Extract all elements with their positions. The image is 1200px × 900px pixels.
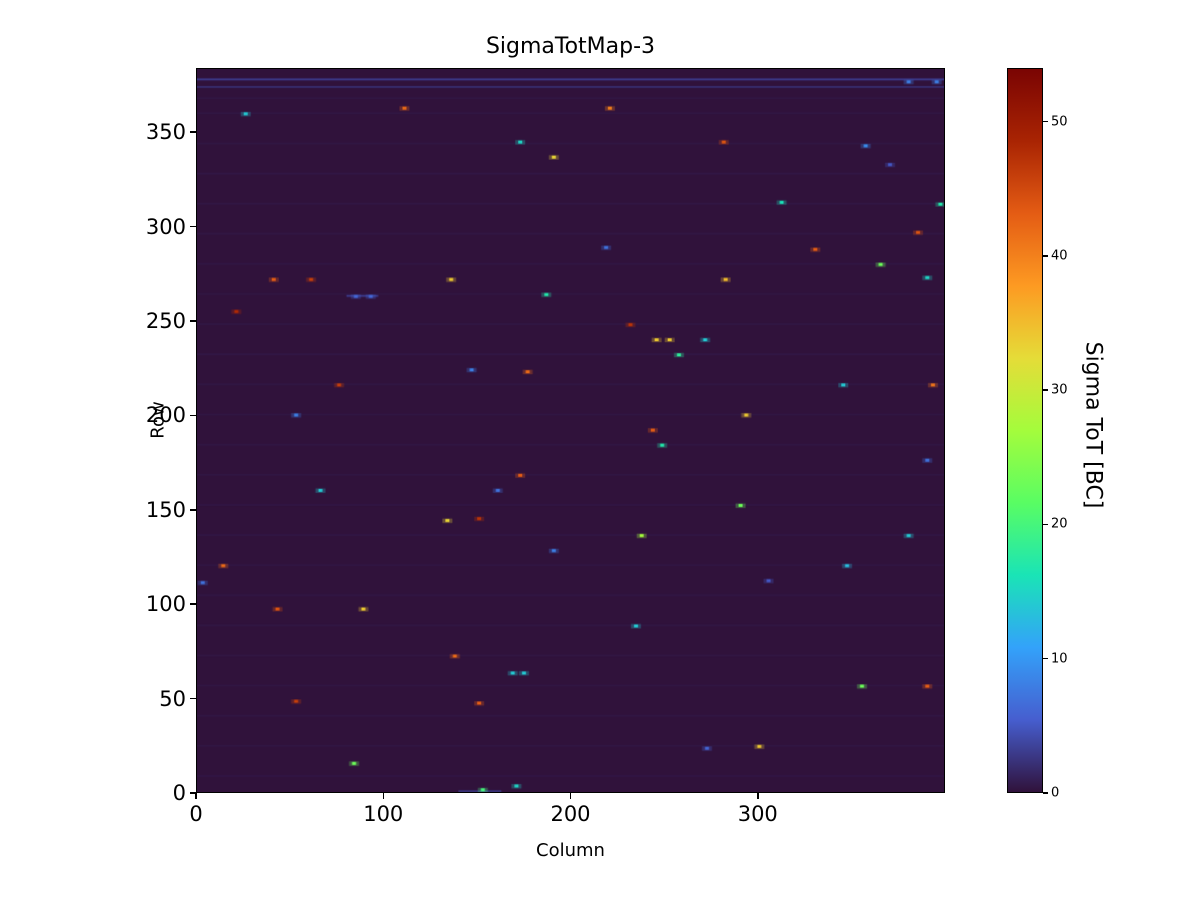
colorbar-tick-mark bbox=[1043, 255, 1048, 257]
colorbar-tick-label: 10 bbox=[1051, 651, 1068, 667]
heatmap-canvas bbox=[197, 69, 944, 792]
y-tick-mark bbox=[190, 131, 196, 133]
heatmap-plot bbox=[196, 68, 945, 793]
y-tick-mark bbox=[190, 320, 196, 322]
colorbar-tick-mark bbox=[1043, 792, 1048, 794]
y-tick-mark bbox=[190, 603, 196, 605]
y-tick-label: 300 bbox=[145, 214, 186, 239]
colorbar-tick-label: 30 bbox=[1051, 382, 1068, 398]
colorbar-tick-label: 20 bbox=[1051, 516, 1068, 532]
y-tick-mark bbox=[190, 414, 196, 417]
colorbar-tick-label: 0 bbox=[1051, 785, 1060, 801]
y-tick-mark bbox=[190, 697, 196, 700]
y-tick-mark bbox=[190, 225, 196, 228]
x-tick-mark bbox=[569, 793, 572, 799]
x-tick-mark bbox=[382, 793, 384, 799]
y-tick-mark bbox=[190, 792, 196, 794]
x-tick-label: 200 bbox=[550, 802, 591, 826]
colorbar bbox=[1007, 68, 1043, 793]
colorbar-tick-label: 50 bbox=[1051, 114, 1068, 130]
colorbar-tick-mark bbox=[1043, 389, 1048, 391]
colorbar-tick-label: 40 bbox=[1051, 248, 1068, 264]
colorbar-tick-mark bbox=[1043, 523, 1048, 526]
colorbar-gradient bbox=[1008, 69, 1042, 792]
y-tick-label: 50 bbox=[159, 686, 186, 711]
colorbar-label: Sigma ToT [BC] bbox=[1080, 341, 1106, 509]
x-tick-mark bbox=[195, 793, 197, 799]
y-tick-label: 100 bbox=[145, 592, 186, 617]
x-tick-label: 0 bbox=[189, 802, 203, 826]
y-tick-label: 150 bbox=[145, 497, 186, 522]
x-tick-mark bbox=[757, 793, 759, 799]
y-tick-mark bbox=[190, 509, 196, 511]
x-tick-label: 100 bbox=[363, 802, 404, 826]
y-tick-label: 250 bbox=[145, 308, 186, 333]
x-axis-label: Column bbox=[536, 840, 605, 861]
y-tick-label: 350 bbox=[145, 120, 186, 145]
x-tick-label: 300 bbox=[737, 802, 778, 826]
chart-title: SigmaTotMap-3 bbox=[485, 34, 656, 59]
y-tick-label: 200 bbox=[145, 403, 186, 428]
y-tick-label: 0 bbox=[172, 781, 186, 805]
colorbar-tick-mark bbox=[1043, 120, 1048, 123]
colorbar-tick-mark bbox=[1043, 657, 1048, 660]
